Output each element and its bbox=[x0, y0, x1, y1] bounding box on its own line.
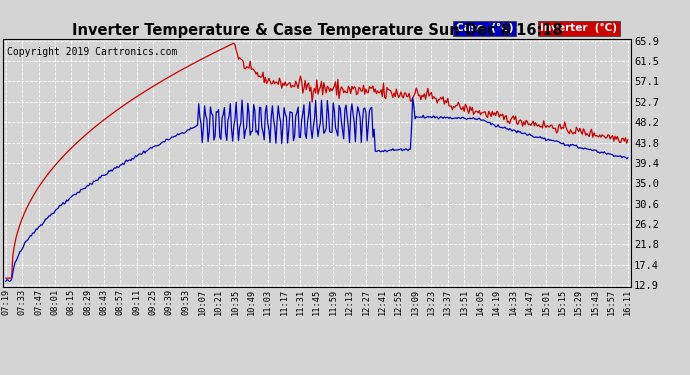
Text: Inverter  (°C): Inverter (°C) bbox=[540, 23, 618, 33]
Title: Inverter Temperature & Case Temperature Sun Dec 8 16:18: Inverter Temperature & Case Temperature … bbox=[72, 23, 563, 38]
Text: Case  (°C): Case (°C) bbox=[455, 23, 513, 33]
Text: Copyright 2019 Cartronics.com: Copyright 2019 Cartronics.com bbox=[7, 47, 177, 57]
